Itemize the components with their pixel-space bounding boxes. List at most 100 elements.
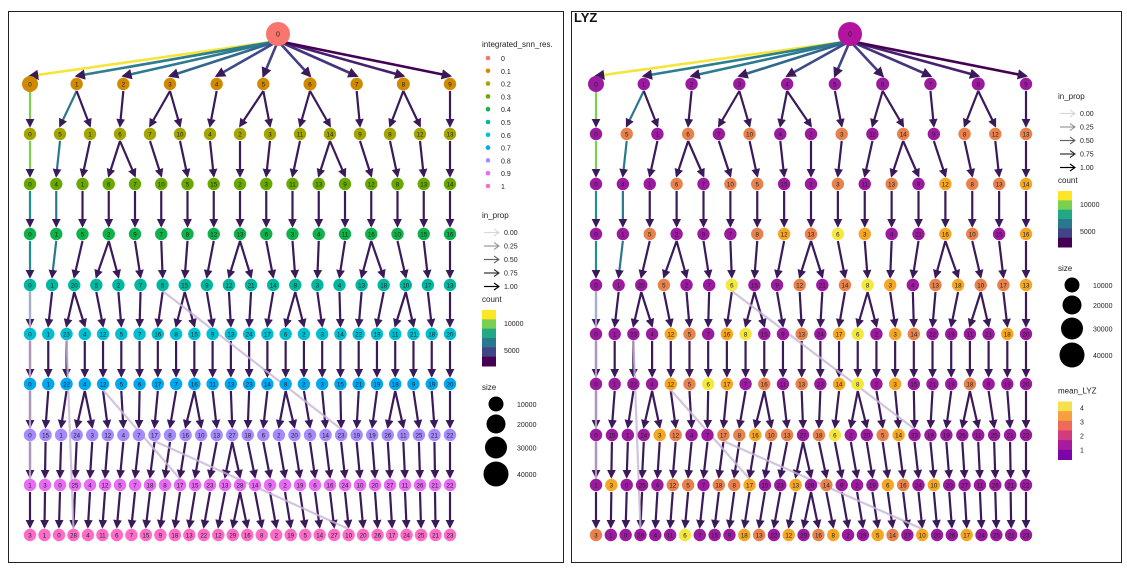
- right-node: [1019, 278, 1033, 292]
- left-node-label: 2: [283, 482, 287, 489]
- left-edge: [183, 291, 197, 328]
- right-node-label: 4: [785, 81, 789, 88]
- left-edge: [149, 90, 171, 128]
- right-edge: [849, 40, 885, 78]
- right-node-label: 17: [1000, 282, 1007, 289]
- right-node: [681, 127, 695, 141]
- left-edge: [401, 491, 411, 529]
- right-node: [612, 278, 625, 292]
- right-node: [697, 177, 710, 191]
- right-edge: [932, 140, 948, 178]
- left-node-label: 5: [308, 432, 312, 439]
- left-edge: [166, 390, 178, 429]
- left-node-label: 16: [191, 381, 198, 388]
- left-edge: [154, 291, 164, 328]
- left-edge: [264, 291, 275, 328]
- right-node: [939, 177, 952, 191]
- left-node: [407, 377, 420, 391]
- left-edge: [203, 240, 215, 279]
- left-node-label: 14: [337, 331, 344, 338]
- left-node-label: 2: [302, 381, 306, 388]
- left-node: [42, 377, 55, 391]
- right-node-label: 27: [961, 482, 968, 489]
- left-node-label: 20: [360, 532, 367, 539]
- right-edge: [638, 441, 647, 479]
- right-legend-count-tick: 5000: [1080, 229, 1096, 236]
- left-node: [181, 177, 194, 191]
- left-node-label: 29: [229, 532, 236, 539]
- left-edge: [328, 140, 347, 178]
- right-node: [924, 428, 937, 442]
- right-node: [828, 428, 842, 442]
- right-node-label: 11: [967, 331, 974, 338]
- right-node: [683, 327, 696, 341]
- left-node: [42, 327, 55, 341]
- right-node: [912, 177, 925, 191]
- right-node-label: 14: [836, 381, 843, 388]
- right-node: [678, 528, 692, 542]
- left-node: [421, 278, 435, 292]
- right-node: [637, 428, 650, 442]
- right-edge: [785, 39, 851, 78]
- left-legend-color-label: 0.8: [501, 158, 511, 165]
- left-node-label: 3: [320, 381, 324, 388]
- left-edge: [402, 90, 421, 128]
- left-node: [365, 177, 378, 191]
- right-edge: [801, 441, 814, 479]
- left-node-label: 20: [447, 331, 454, 338]
- right-node: [896, 478, 910, 492]
- left-node-label: 3: [268, 131, 272, 138]
- left-node-label: 8: [396, 181, 400, 188]
- left-node-label: 15: [191, 331, 198, 338]
- right-node-label: 12: [667, 381, 674, 388]
- right-node: [816, 278, 829, 292]
- left-edge: [343, 491, 353, 529]
- left-edge: [239, 90, 265, 128]
- left-node: [210, 428, 223, 442]
- left-node: [222, 278, 236, 292]
- left-node: [311, 278, 324, 292]
- left-node: [179, 428, 192, 442]
- right-edge: [870, 90, 884, 128]
- left-edge: [75, 90, 92, 128]
- left-edge: [316, 291, 326, 328]
- left-edge: [44, 291, 54, 328]
- left-node-label: 27: [331, 532, 338, 539]
- right-edge: [909, 240, 920, 279]
- left-edge: [148, 140, 164, 178]
- left-node: [312, 227, 325, 241]
- right-node-label: 17: [723, 381, 730, 388]
- right-node: [751, 177, 764, 191]
- right-node: [749, 428, 762, 442]
- left-edge: [430, 441, 440, 479]
- left-node-label: 1: [75, 81, 79, 88]
- right-node-label: 23: [777, 482, 784, 489]
- left-node: [128, 177, 142, 191]
- right-node: [621, 428, 635, 442]
- right-node: [657, 278, 671, 292]
- right-node-label: 13: [784, 432, 791, 439]
- right-legend-mean-bar: [1058, 440, 1072, 451]
- left-edge: [98, 491, 108, 529]
- right-node-label: 7: [744, 381, 748, 388]
- left-node: [391, 227, 404, 241]
- right-node-label: 15: [608, 432, 615, 439]
- left-node: [241, 428, 254, 442]
- left-node-label: 24: [403, 532, 410, 539]
- left-node-label: 13: [227, 381, 234, 388]
- left-node: [365, 227, 378, 241]
- right-node-label: 2: [875, 381, 879, 388]
- right-node: [992, 227, 1006, 241]
- left-node-label: 19: [374, 331, 381, 338]
- right-node-label: 8: [732, 482, 736, 489]
- right-legend-mean-tick: 2: [1080, 434, 1084, 441]
- left-legend-in-prop-label: 0.00: [504, 230, 518, 237]
- left-node: [60, 377, 73, 391]
- right-node: [724, 227, 737, 241]
- left-node-label: 21: [355, 381, 362, 388]
- left-node: [417, 177, 430, 191]
- right-node-label: 5: [876, 532, 880, 539]
- left-node: [117, 77, 130, 91]
- left-edge: [302, 390, 314, 429]
